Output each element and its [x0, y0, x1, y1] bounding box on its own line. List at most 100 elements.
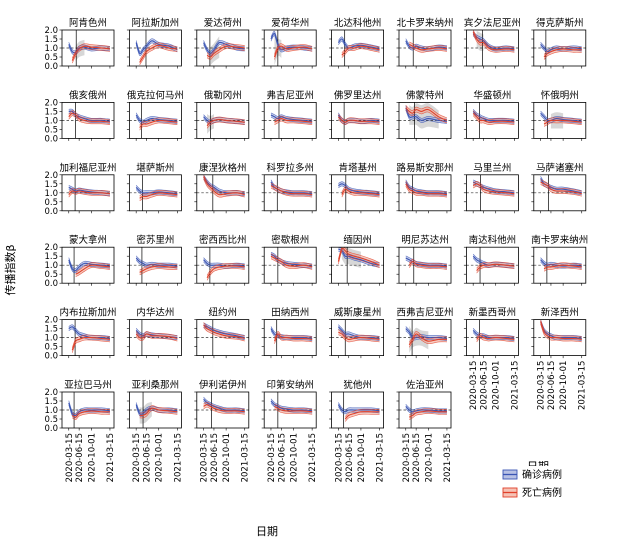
confirmed-band-edge — [203, 39, 245, 52]
death-band-edge — [405, 186, 447, 198]
panel-9: 俄亥俄州 0.00.51.01.52.0 — [44, 89, 115, 144]
x-tick-label: 2020-10-01 — [290, 433, 300, 482]
confirmed-band-edge — [135, 185, 178, 192]
death-band-edge — [543, 46, 582, 55]
confirmed-band-edge — [68, 257, 110, 269]
panel-29: 缅因州 — [329, 234, 385, 286]
panel-title: 威斯康星州 — [334, 307, 382, 319]
death-line — [408, 261, 448, 268]
y-tick-label: 0.5 — [44, 125, 58, 135]
death-band-edge — [543, 117, 582, 122]
death-line — [203, 176, 245, 196]
death-line — [270, 185, 313, 196]
confirmed-band-edge — [405, 109, 447, 124]
confirmed-line — [405, 257, 448, 267]
confirmed-line — [405, 40, 448, 50]
confirmed-line — [270, 328, 313, 340]
x-tick-label: 2020-03-15 — [200, 433, 210, 482]
death-band-edge — [139, 117, 178, 126]
panel-title: 纽约州 — [209, 307, 238, 319]
confirmed-line — [203, 324, 245, 339]
legend-label: 确诊病例 — [522, 468, 562, 481]
death-band-edge — [274, 336, 313, 344]
plot-area — [399, 102, 451, 139]
confirmed-band-edge — [68, 108, 110, 120]
panel-14: 佛蒙特州 — [396, 89, 452, 141]
plot-area — [466, 247, 519, 284]
confirmed-band-edge — [473, 179, 515, 191]
death-band-edge — [543, 262, 582, 267]
panel-45: 犹他州 2020-03-15 2020-06-15 2020-10-01 2021-03… — [329, 379, 386, 482]
death-line — [139, 407, 178, 417]
death-band-edge — [540, 319, 582, 338]
death-band-edge — [543, 267, 582, 272]
panel-21: 肯塔基州 — [329, 162, 385, 214]
panel-32: 南卡罗来纳州 — [531, 234, 588, 286]
plot-area — [196, 247, 249, 284]
death-band-edge — [409, 408, 447, 415]
death-line — [71, 410, 110, 418]
panel-34: 内华达州 — [126, 307, 182, 359]
panel-25: 蒙大拿州 0.00.51.01.52.0 — [44, 234, 115, 289]
confirmed-line — [405, 107, 447, 122]
x-tick-label: 2020-03-15 — [132, 433, 142, 482]
y-tick-label: 0.0 — [44, 207, 58, 217]
plot-area — [399, 30, 451, 66]
y-tick-label: 1.5 — [44, 325, 58, 335]
x-axis-label: 日期 — [256, 525, 278, 538]
death-band-edge — [472, 30, 515, 48]
plot-area — [399, 174, 451, 211]
death-band-edge — [206, 43, 245, 55]
plot-area — [466, 30, 519, 66]
death-band-edge — [203, 322, 245, 337]
death-line — [270, 255, 313, 268]
panel-title: 密西西比州 — [199, 234, 247, 246]
death-band-edge — [476, 266, 515, 274]
confirmed-band-edge — [203, 114, 245, 121]
death-line — [472, 112, 515, 123]
confirmed-band-edge — [68, 189, 110, 197]
x-tick-label: 2020-10-01 — [222, 433, 232, 482]
y-tick-label: 0.0 — [44, 424, 58, 434]
death-band-edge — [540, 184, 582, 197]
confirmed-line — [135, 404, 178, 415]
death-line — [409, 410, 447, 418]
panel-title: 犹他州 — [343, 379, 372, 391]
plot-area — [264, 174, 317, 211]
panel-title: 马萨诸塞州 — [536, 162, 584, 174]
confirmed-band-edge — [540, 115, 582, 124]
death-band-edge — [473, 186, 515, 197]
confirmed-line — [540, 259, 582, 267]
death-line — [68, 190, 111, 195]
x-tick-label: 2020-06-15 — [345, 433, 355, 482]
death-line — [338, 331, 380, 340]
confirmed-line — [68, 402, 111, 417]
x-tick-label: 2020-06-15 — [75, 433, 85, 482]
confirmed-band-edge — [68, 400, 110, 414]
panel-title: 北卡罗来纳州 — [396, 17, 453, 29]
confirmed-line — [68, 110, 111, 122]
plot-area — [129, 30, 182, 66]
plot-area — [129, 247, 182, 284]
confirmed-line — [472, 33, 515, 50]
confirmed-band-edge — [68, 261, 110, 274]
x-tick-label: 2020-06-15 — [143, 433, 153, 482]
legend-item-confirmed: 确诊病例 — [502, 468, 562, 481]
panel-15: 华盛顿州 — [463, 89, 519, 141]
plot-area — [331, 247, 384, 284]
panel-6: 北卡罗来纳州 — [396, 17, 454, 69]
confirmed-line — [405, 181, 448, 195]
death-band-edge — [270, 258, 313, 270]
panel-title: 内华达州 — [136, 307, 174, 319]
death-line — [543, 48, 582, 58]
y-tick-label: 0.5 — [44, 270, 58, 280]
confirmed-band-edge — [203, 44, 245, 56]
plot-area — [62, 102, 114, 139]
x-tick-label: 2021-03-15 — [443, 433, 453, 482]
plot-area — [196, 319, 249, 356]
confirmed-line — [270, 400, 313, 412]
confirmed-band-edge — [68, 184, 110, 192]
plot-area — [533, 319, 586, 356]
death-line — [472, 183, 515, 195]
death-line — [543, 264, 582, 270]
